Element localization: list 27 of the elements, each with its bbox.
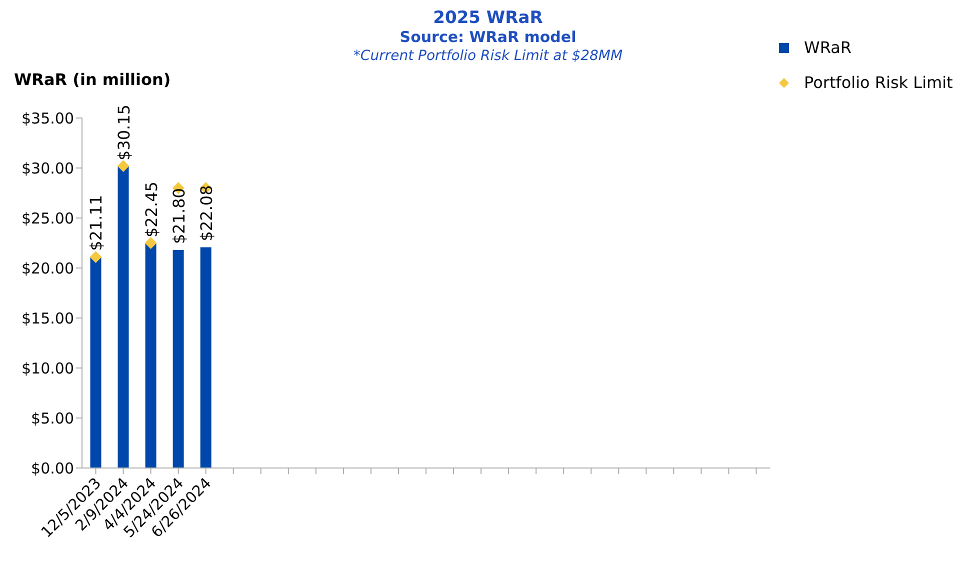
y-tick-label: $30.00 [22,159,74,178]
bar [145,244,156,468]
y-tick-label: $20.00 [22,259,74,278]
bar [200,247,212,468]
chart-subtitle: Source: WRaR model [400,28,576,46]
y-tick-label: $35.00 [22,109,74,128]
y-tick-label: $15.00 [22,309,74,328]
point [90,251,102,263]
legend-label: Portfolio Risk Limit [804,73,953,92]
legend-label: WRaR [804,38,852,57]
bar [90,256,102,468]
data-label: $22.08 [196,185,216,242]
chart-title: 2025 WRaR [432,8,544,28]
y-tick-label: $10.00 [22,359,74,378]
y-axis-title: WRaR (in million) [14,70,171,89]
data-label: $21.80 [169,188,188,244]
data-label: $30.15 [114,104,134,160]
data-label: $21.11 [86,194,106,251]
y-tick-label: $5.00 [31,409,74,428]
text: *Current Portfolio Risk Limit at $28MM [353,48,623,64]
bar [118,166,129,468]
y-tick-label: $0.00 [31,459,74,478]
data-label: $22.45 [142,182,161,238]
bar [172,250,184,468]
point [117,160,130,172]
y-tick-label: $25.00 [22,209,74,228]
point [144,237,157,249]
